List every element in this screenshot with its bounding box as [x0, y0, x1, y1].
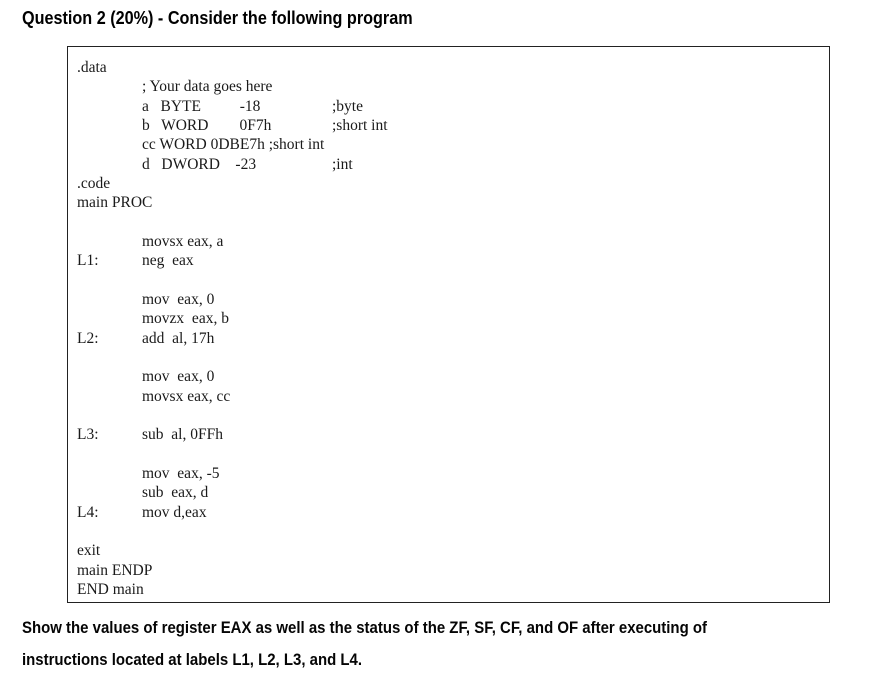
program-code-box: .data ; Your data goes here a BYTE -18 ;byt… [67, 46, 830, 603]
code-label: L1: [77, 252, 99, 270]
code-text: movzx eax, b [142, 310, 229, 328]
prompt-line-2: instructions located at labels L1, L2, L… [22, 650, 363, 669]
code-text: main PROC [77, 194, 153, 212]
question-title: Question 2 (20%) - Consider the followin… [22, 8, 413, 28]
code-line: END main [77, 580, 829, 599]
code-text: END main [77, 580, 144, 598]
code-line: ; Your data goes here [77, 77, 829, 96]
code-line: .data [77, 58, 829, 77]
code-text: movsx eax, a [142, 232, 224, 250]
code-line: mov eax, -5 [77, 464, 829, 483]
code-line: cc WORD 0DBE7h ;short int [77, 135, 829, 154]
code-line: sub eax, d [77, 483, 829, 502]
code-blank-line [77, 271, 829, 290]
code-label: L3: [77, 426, 99, 444]
code-blank-line [77, 406, 829, 425]
code-line: b WORD 0F7h ;short int [77, 116, 829, 135]
code-label: L2: [77, 329, 99, 347]
code-line: d DWORD -23 ;int [77, 155, 829, 174]
code-text: main ENDP [77, 561, 153, 579]
code-blank-line [77, 522, 829, 541]
code-comment: ;int [332, 155, 353, 173]
code-text: d DWORD -23 [142, 155, 257, 173]
code-text: sub al, 0FFh [142, 426, 223, 444]
question-prompt: Show the values of register EAX as well … [22, 612, 800, 676]
code-text: cc WORD 0DBE7h ;short int [142, 136, 325, 154]
code-line: a BYTE -18 ;byte [77, 97, 829, 116]
code-text: mov eax, 0 [142, 368, 215, 386]
code-comment: ;byte [332, 97, 363, 115]
code-comment: ;short int [332, 116, 388, 134]
prompt-line-1: Show the values of register EAX as well … [22, 618, 707, 637]
code-text: .data [77, 59, 107, 76]
code-text: a BYTE -18 [142, 97, 261, 115]
code-blank-line [77, 445, 829, 464]
code-text: neg eax [142, 252, 194, 270]
code-line: movsx eax, a [77, 232, 829, 251]
code-line: main PROC [77, 193, 829, 212]
code-text: movsx eax, cc [142, 387, 231, 405]
code-line: exit [77, 541, 829, 560]
code-line: L2: add al, 17h [77, 329, 829, 348]
code-text: mov eax, -5 [142, 464, 220, 482]
code-line: movzx eax, b [77, 309, 829, 328]
code-line: L4: mov d,eax [77, 503, 829, 522]
code-blank-line [77, 213, 829, 232]
code-line: L1: neg eax [77, 251, 829, 270]
code-text: b WORD 0F7h [142, 116, 272, 134]
code-text: mov d,eax [142, 503, 207, 521]
code-blank-line [77, 348, 829, 367]
code-line: main ENDP [77, 561, 829, 580]
code-label: L4: [77, 503, 99, 521]
code-text: sub eax, d [142, 484, 209, 502]
code-text: ; Your data goes here [142, 78, 273, 96]
code-line: .code [77, 174, 829, 193]
code-line: mov eax, 0 [77, 290, 829, 309]
code-text: add al, 17h [142, 329, 215, 347]
code-text: exit [77, 542, 101, 560]
code-line: movsx eax, cc [77, 387, 829, 406]
code-line: mov eax, 0 [77, 367, 829, 386]
code-text: .code [77, 174, 111, 192]
code-text: mov eax, 0 [142, 290, 215, 308]
code-line: L3: sub al, 0FFh [77, 425, 829, 444]
